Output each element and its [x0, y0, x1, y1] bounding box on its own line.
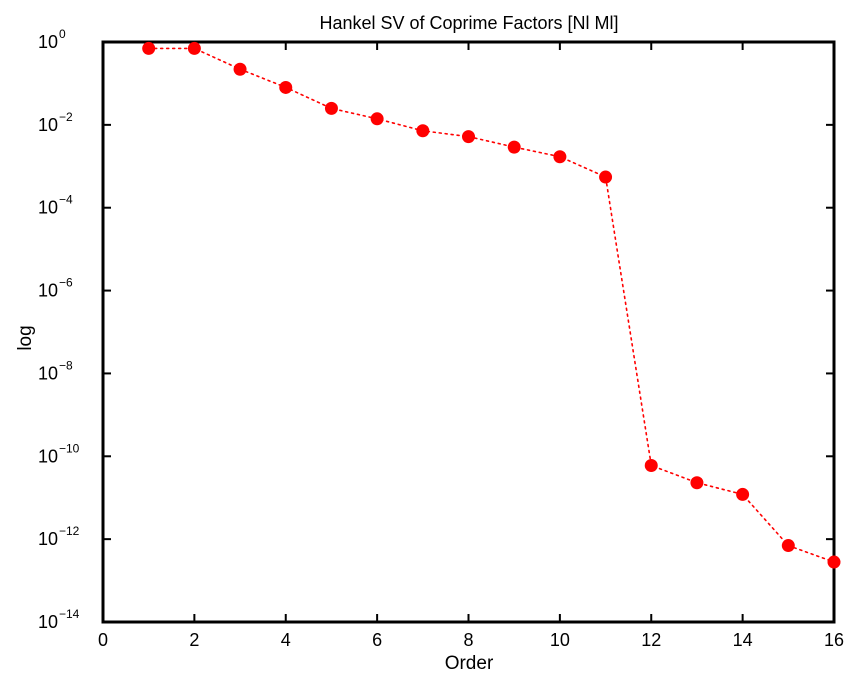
x-tick-label: 8 [463, 630, 473, 650]
series-line [147, 47, 835, 563]
y-tick-exponent: −10 [59, 441, 80, 455]
y-tick-exponent: −14 [59, 607, 80, 621]
y-tick-exponent: −4 [59, 193, 73, 207]
data-point [690, 476, 704, 490]
y-tick-exponent: −12 [59, 524, 80, 538]
data-point [736, 487, 750, 501]
y-tick-exponent: −6 [59, 276, 73, 290]
y-tick-label: 10 [38, 446, 58, 466]
data-point [781, 539, 795, 553]
x-tick-label: 10 [550, 630, 570, 650]
data-point [142, 41, 156, 55]
x-tick-label: 12 [641, 630, 661, 650]
y-tick-label: 10 [38, 32, 58, 52]
data-point [644, 458, 658, 472]
y-tick-label: 10 [38, 281, 58, 301]
data-point [279, 80, 293, 94]
x-axis-label: Order [445, 653, 494, 674]
x-tick-label: 14 [733, 630, 753, 650]
data-point [462, 130, 475, 144]
data-point [507, 140, 521, 154]
data-point [599, 170, 613, 184]
y-tick-label: 10 [38, 529, 58, 549]
data-point [416, 124, 430, 138]
data-point [233, 62, 247, 76]
x-tick-label: 16 [824, 630, 844, 650]
data-point [324, 101, 338, 115]
chart-title: Hankel SV of Coprime Factors [Nl Ml] [319, 13, 618, 33]
y-tick-exponent: −2 [59, 110, 73, 124]
data-point [187, 41, 201, 55]
y-tick-label: 10 [38, 115, 58, 135]
x-tick-label: 0 [98, 630, 108, 650]
y-tick-label: 10 [38, 612, 58, 632]
y-tick-exponent: 0 [59, 27, 66, 41]
x-tick-label: 4 [281, 630, 291, 650]
data-point [553, 150, 567, 164]
x-tick-label: 2 [189, 630, 199, 650]
data-point [827, 555, 841, 569]
data-point [370, 112, 384, 126]
y-tick-label: 10 [38, 363, 58, 383]
y-tick-label: 10 [38, 198, 58, 218]
axes-frame [101, 40, 836, 624]
y-tick-exponent: −8 [59, 358, 73, 372]
y-axis-label: log [15, 325, 36, 350]
x-tick-label: 6 [372, 630, 382, 650]
